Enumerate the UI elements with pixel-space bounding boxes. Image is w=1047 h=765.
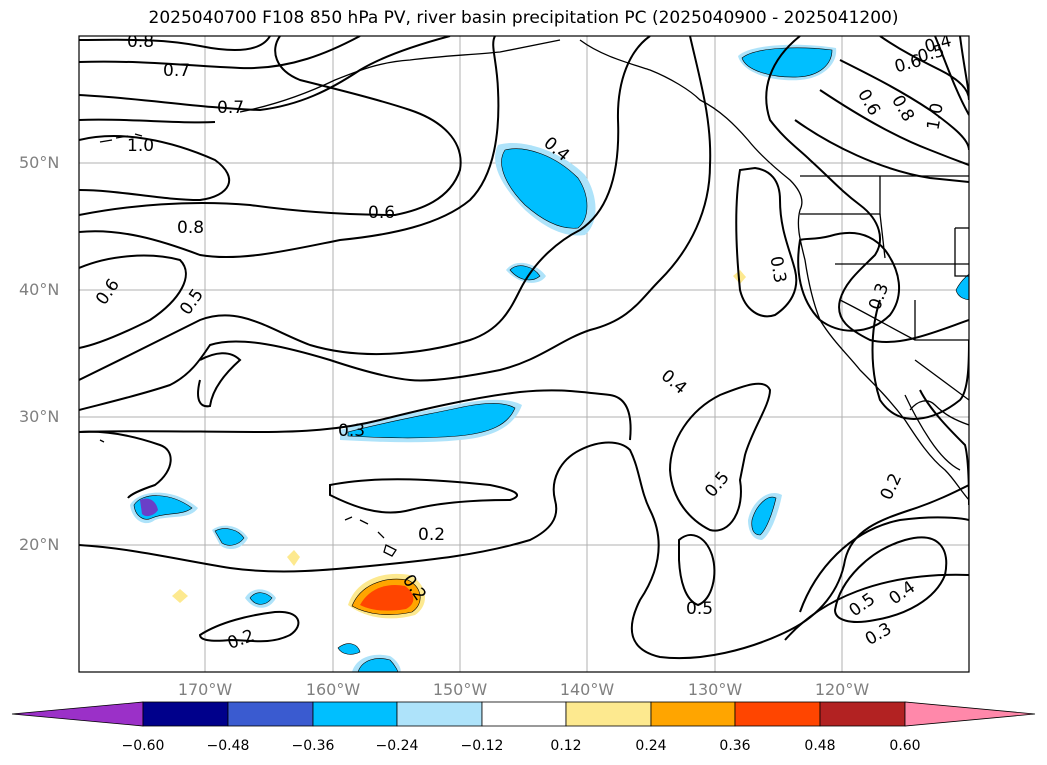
lon-label: 170°W bbox=[177, 680, 233, 699]
coastlines bbox=[99, 39, 969, 557]
colorbar-segment bbox=[481, 701, 567, 727]
lat-label: 50°N bbox=[19, 153, 60, 172]
colorbar-tick: 0.12 bbox=[550, 738, 582, 754]
pv-contours bbox=[79, 36, 969, 660]
lon-label: 130°W bbox=[687, 680, 743, 699]
contour-label: 0.7 bbox=[163, 61, 190, 81]
colorbar-segment bbox=[565, 701, 652, 727]
lat-label: 40°N bbox=[19, 280, 60, 299]
contour-label: 0.4 bbox=[922, 31, 953, 57]
plot-frame bbox=[78, 35, 970, 673]
contour-label: 0.7 bbox=[217, 98, 244, 118]
colorbar-segment bbox=[142, 701, 229, 727]
lon-label: 120°W bbox=[814, 680, 870, 699]
colorbar-segment bbox=[650, 701, 736, 727]
colorbar-tick: −0.12 bbox=[460, 738, 504, 754]
colorbar-segment bbox=[312, 701, 398, 727]
lat-label: 30°N bbox=[19, 407, 60, 426]
colorbar-segment bbox=[904, 701, 1036, 727]
lon-label: 140°W bbox=[559, 680, 615, 699]
colorbar-tick: 0.48 bbox=[804, 738, 836, 754]
contour-label: 0.8 bbox=[177, 218, 204, 238]
contour-label: 0.3 bbox=[765, 255, 789, 285]
contour-label: 0.3 bbox=[338, 421, 365, 441]
colorbar-tick: 0.36 bbox=[719, 738, 751, 754]
lon-label: 150°W bbox=[432, 680, 488, 699]
colorbar-tick: −0.24 bbox=[375, 738, 419, 754]
contour-label: 0.5 bbox=[686, 599, 713, 619]
lon-label: 160°W bbox=[305, 680, 361, 699]
colorbar bbox=[11, 701, 1036, 727]
colorbar-tick: 0.24 bbox=[635, 738, 667, 754]
colorbar-segment bbox=[734, 701, 821, 727]
map-title: 2025040700 F108 850 hPa PV, river basin … bbox=[148, 8, 899, 28]
lat-label: 20°N bbox=[19, 535, 60, 554]
precip-fills bbox=[130, 44, 969, 672]
contour-label: 0.6 bbox=[368, 203, 395, 223]
colorbar-segment bbox=[227, 701, 314, 727]
colorbar-tick: −0.36 bbox=[291, 738, 335, 754]
colorbar-tick: 0.60 bbox=[889, 738, 921, 754]
contour-label: 1.0 bbox=[923, 101, 947, 131]
colorbar-segment bbox=[11, 701, 144, 727]
fill-small-3 bbox=[337, 643, 361, 655]
contour-label: 1.0 bbox=[127, 136, 154, 156]
colorbar-tick: −0.60 bbox=[121, 738, 165, 754]
contour-label: 0.2 bbox=[418, 525, 445, 545]
contour-label: 0.8 bbox=[127, 32, 154, 52]
colorbar-segment bbox=[819, 701, 906, 727]
colorbar-segment bbox=[396, 701, 483, 727]
colorbar-tick: −0.48 bbox=[206, 738, 250, 754]
